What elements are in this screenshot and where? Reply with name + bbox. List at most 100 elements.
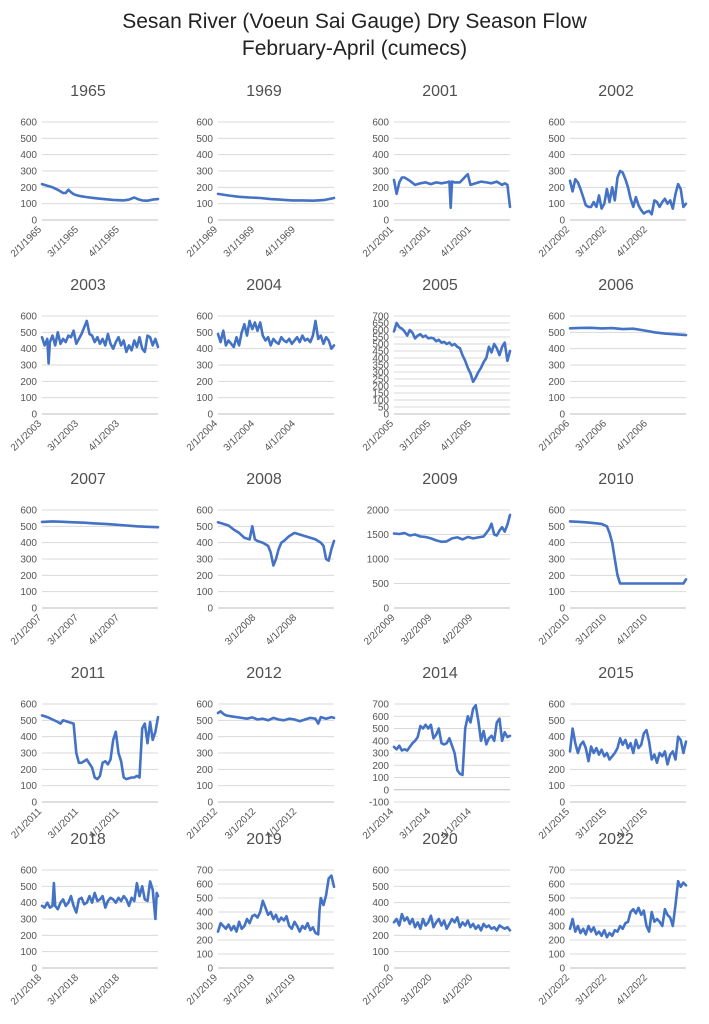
- y-tick-label: 200: [548, 377, 565, 388]
- y-tick-label: 600: [548, 312, 565, 323]
- chart-title: 2014: [422, 665, 458, 682]
- y-tick-label: 300: [20, 749, 37, 760]
- y-tick-label: 300: [196, 167, 213, 178]
- y-tick-label: 400: [548, 732, 565, 743]
- y-tick-label: 500: [196, 328, 213, 339]
- x-tick-label: 4/1/2002: [615, 224, 651, 260]
- y-tick-label: 650: [372, 319, 389, 330]
- y-tick-label: 200: [20, 183, 37, 194]
- series-line-2018: [40, 880, 160, 921]
- y-tick-label: 500: [20, 328, 37, 339]
- x-tick-label: 4/1/2008: [264, 612, 300, 648]
- series-line-2010: [568, 520, 688, 585]
- chart-title: 2009: [422, 471, 458, 488]
- chart-title: 2004: [246, 277, 282, 294]
- y-tick-label: 200: [196, 571, 213, 582]
- x-tick-label: 2/1/2018: [9, 972, 45, 1008]
- y-tick-label: 100: [20, 781, 37, 792]
- x-tick-label: 3/1/1965: [46, 224, 82, 260]
- y-tick-label: 0: [383, 216, 389, 227]
- y-tick-label: 200: [20, 931, 37, 942]
- series-line-2005: [392, 321, 512, 384]
- chart-title: 2018: [70, 831, 106, 848]
- series-line-1965: [40, 182, 160, 202]
- x-tick-label: 2/1/2001: [361, 224, 397, 260]
- y-tick-label: 400: [20, 150, 37, 161]
- y-tick-label: 600: [196, 312, 213, 323]
- chart-title: 2022: [598, 831, 634, 848]
- y-tick-label: 400: [372, 354, 389, 365]
- y-tick-label: 0: [559, 410, 565, 421]
- y-tick-label: 600: [20, 312, 37, 323]
- y-tick-label: 600: [372, 326, 389, 337]
- chart-title: 2011: [70, 665, 106, 682]
- y-tick-label: 200: [20, 377, 37, 388]
- x-tick-label: 2/1/2022: [537, 972, 573, 1008]
- line-chart-svg: 0 100 200 300 400 500 600 2/1/2020 3/1/2020 4/1/2…: [361, 866, 512, 1008]
- chart-main-title: Sesan River (Voeun Sai Gauge) Dry Season…: [0, 8, 709, 62]
- chart-panel-2003: 2003 0 100 200 300 400 500 600 2/1/2003 3/1/2003 4…: [0, 276, 176, 470]
- x-tick-label: 3/1/2004: [222, 418, 258, 454]
- y-tick-label: 500: [372, 134, 389, 145]
- x-tick-label: 4/1/2018: [87, 972, 123, 1008]
- chart-panel-2006: 2006 0 100 200 300 400 500 600 2/1/2006 3/1/2006 4…: [528, 276, 704, 470]
- y-tick-label: 0: [207, 216, 213, 227]
- y-tick-label: 100: [372, 773, 389, 784]
- y-tick-label: 100: [548, 199, 565, 210]
- y-tick-label: 400: [548, 908, 565, 919]
- y-tick-label: 0: [31, 964, 37, 975]
- chart-panel-2019: 2019 0 100 200 300 400 500 600 700 2/1/2019 3/1/20…: [176, 830, 352, 1024]
- y-tick-label: 0: [31, 216, 37, 227]
- x-tick-label: 4/1/2003: [87, 418, 123, 454]
- y-tick-label: 200: [196, 936, 213, 947]
- chart-panel-2007: 2007 0 100 200 300 400 500 600 2/1/2007 3/1/2007 4…: [0, 470, 176, 664]
- series-line-2022: [568, 879, 688, 939]
- y-tick-label: 500: [20, 134, 37, 145]
- chart-panel-2001: 2001 0 100 200 300 400 500 600 2/1/2001 3/1/2001 4…: [352, 82, 528, 276]
- x-tick-label: 4/1/2010: [615, 612, 651, 648]
- chart-title: 2003: [70, 277, 106, 294]
- y-tick-label: 500: [548, 894, 565, 905]
- y-tick-label: 600: [20, 700, 37, 711]
- x-tick-label: 3/1/2002: [574, 224, 610, 260]
- series-line-2002: [568, 169, 688, 216]
- y-tick-label: 350: [372, 361, 389, 372]
- y-tick-label: 300: [372, 368, 389, 379]
- title-line-1: Sesan River (Voeun Sai Gauge) Dry Season…: [122, 10, 587, 33]
- line-chart-svg: 0 100 200 300 400 500 600 700 2/1/2019 3/1/2019 4/…: [185, 866, 336, 1008]
- y-tick-label: 200: [548, 936, 565, 947]
- y-tick-label: -100: [369, 798, 389, 809]
- chart-panel-2002: 2002 0 100 200 300 400 500 600 2/1/2002 3/1/2002 4…: [528, 82, 704, 276]
- x-tick-label: 2/1/2003: [9, 418, 45, 454]
- series-line-2011: [40, 714, 160, 781]
- y-tick-label: 500: [196, 716, 213, 727]
- y-tick-label: 100: [372, 199, 389, 210]
- chart-title: 2010: [598, 471, 634, 488]
- y-tick-label: 300: [548, 167, 565, 178]
- y-tick-label: 300: [372, 915, 389, 926]
- series-line-2007: [40, 520, 160, 529]
- y-tick-label: 500: [548, 134, 565, 145]
- x-tick-label: 3/1/2019: [222, 972, 258, 1008]
- series-line-2004: [216, 319, 336, 350]
- y-tick-label: 600: [196, 700, 213, 711]
- line-chart-svg: 0 100 200 300 400 500 600 700 2/1/2022 3/1/2022 4/…: [537, 866, 688, 1008]
- y-tick-label: 0: [559, 216, 565, 227]
- y-tick-label: 0: [559, 604, 565, 615]
- chart-panel-2018: 2018 0 100 200 300 400 500 600 2/1/2018 3/1/2018 4…: [0, 830, 176, 1024]
- y-tick-label: 0: [31, 410, 37, 421]
- x-tick-label: 4/2/2009: [440, 612, 476, 648]
- y-tick-label: 500: [548, 522, 565, 533]
- y-tick-label: 200: [372, 931, 389, 942]
- y-tick-label: 500: [196, 134, 213, 145]
- y-tick-label: 200: [20, 765, 37, 776]
- y-tick-label: 500: [372, 724, 389, 735]
- series-line-2008: [216, 520, 336, 567]
- y-tick-label: 600: [372, 118, 389, 129]
- y-tick-label: 400: [372, 736, 389, 747]
- chart-title: 2007: [70, 471, 106, 488]
- x-tick-label: 3/1/2022: [574, 972, 610, 1008]
- y-tick-label: 1500: [367, 530, 390, 541]
